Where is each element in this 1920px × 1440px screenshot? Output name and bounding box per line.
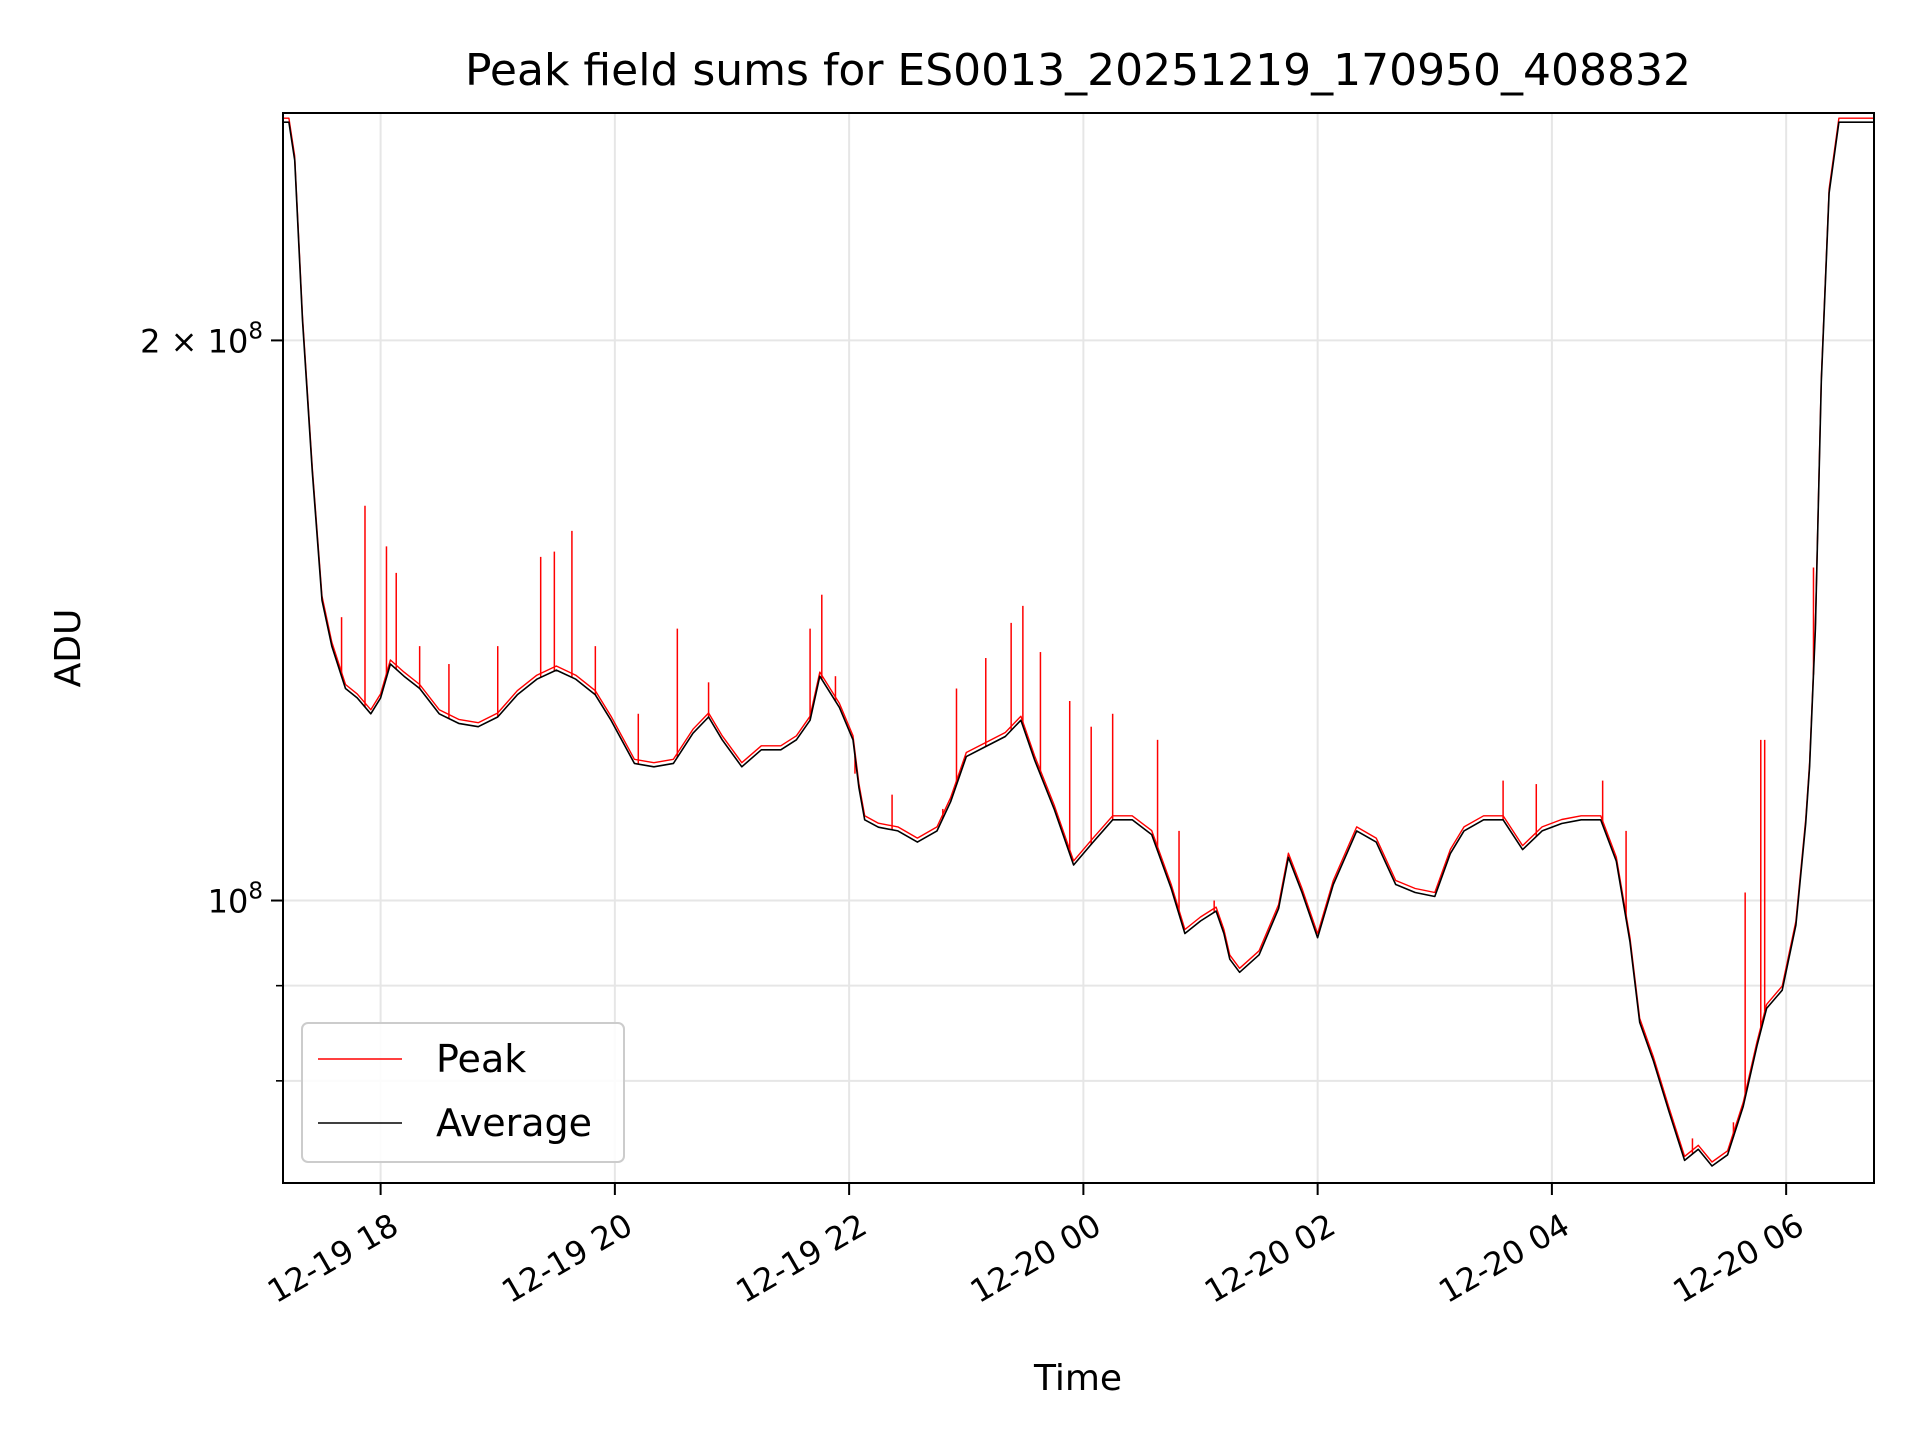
series-line-peak	[283, 117, 1874, 1163]
chart-title: Peak field sums for ES0013_20251219_1709…	[465, 45, 1691, 96]
legend-box	[301, 1022, 625, 1163]
series-line-average	[283, 121, 1874, 1167]
x-axis-label: Time	[1033, 1358, 1122, 1399]
legend-label-average: Average	[436, 1101, 592, 1145]
y-tick-label-0: 2 × 108	[140, 318, 263, 360]
legend-label-peak: Peak	[436, 1037, 526, 1081]
grid-lines	[283, 113, 1874, 1183]
peak-spikes	[340, 505, 1815, 1155]
y-axis-label: ADU	[48, 609, 89, 688]
plot-frame	[282, 112, 1875, 1184]
legend: Peak Average	[301, 1022, 625, 1163]
